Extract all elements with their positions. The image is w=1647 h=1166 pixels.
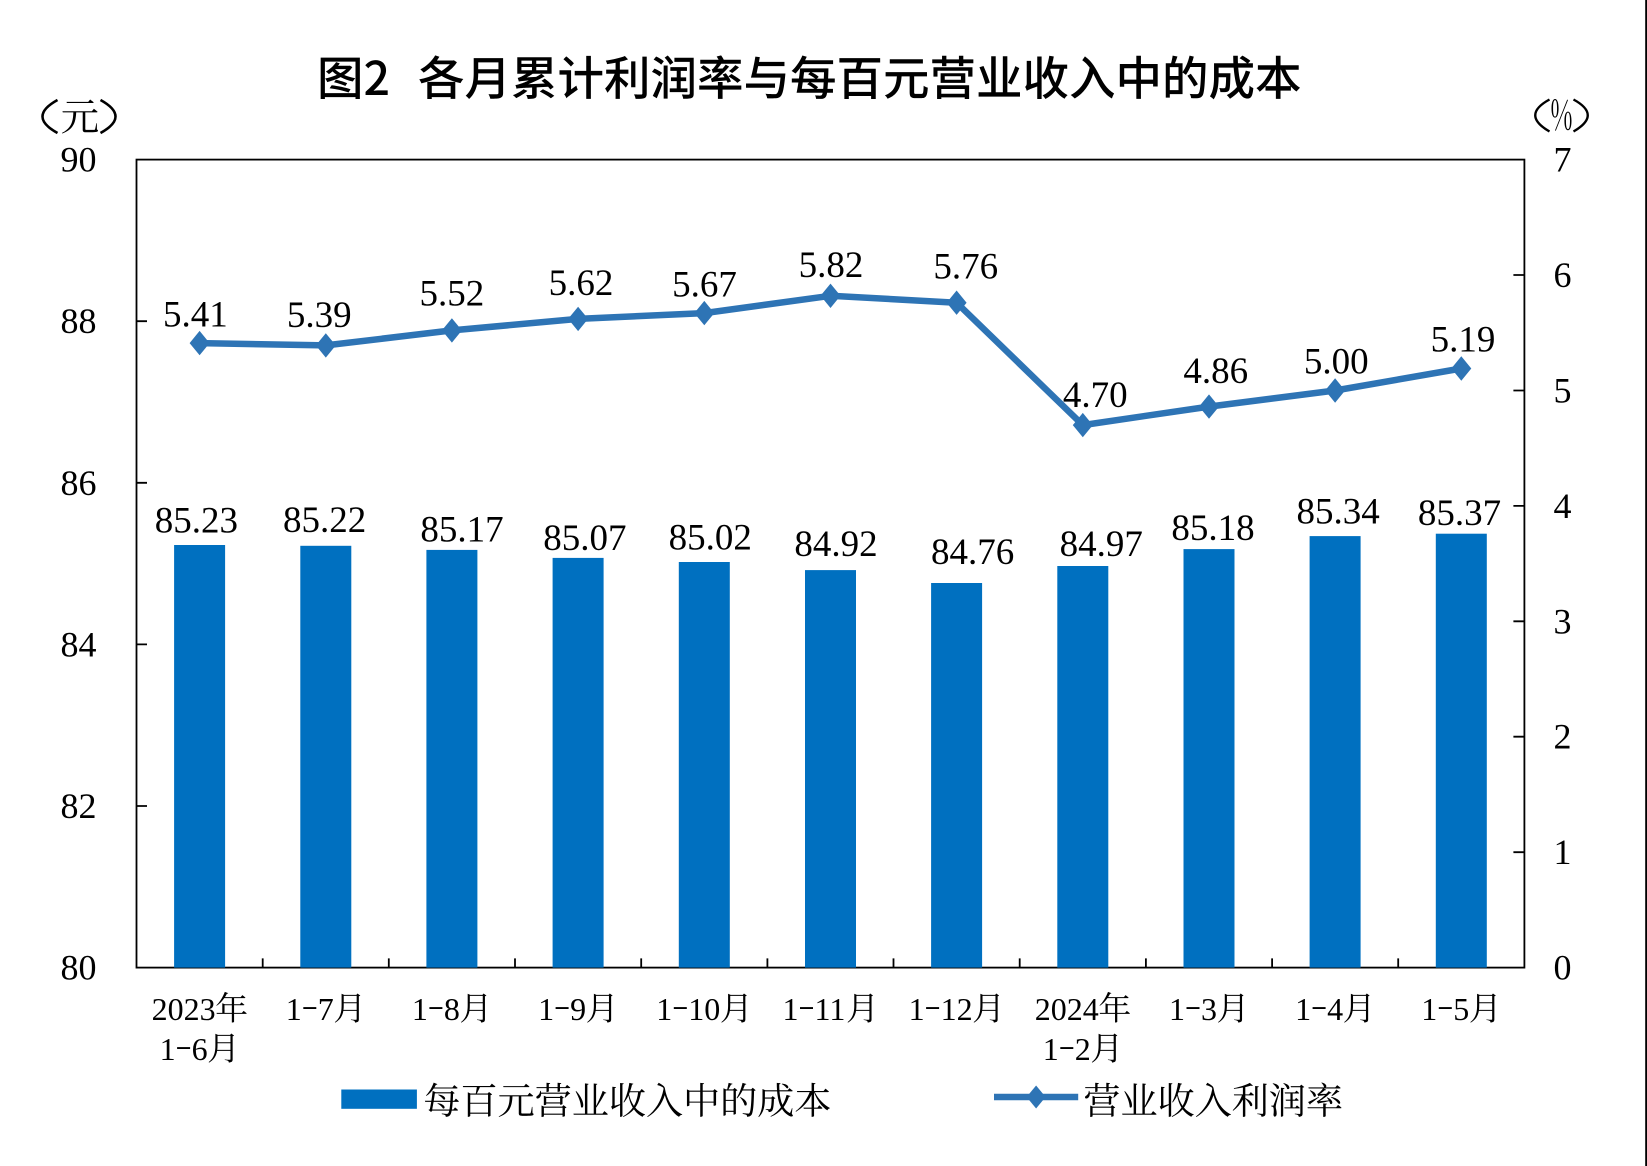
svg-text:5.62: 5.62 bbox=[549, 263, 614, 304]
svg-text:1: 1 bbox=[538, 991, 554, 1027]
svg-text:84.97: 84.97 bbox=[1060, 524, 1143, 565]
svg-text:6: 6 bbox=[1554, 255, 1572, 295]
svg-text:1: 1 bbox=[1554, 832, 1572, 872]
svg-text:7: 7 bbox=[318, 991, 334, 1027]
svg-text:85.22: 85.22 bbox=[283, 500, 366, 541]
svg-text:1: 1 bbox=[286, 991, 302, 1027]
svg-text:1: 1 bbox=[412, 991, 428, 1027]
svg-text:1: 1 bbox=[909, 991, 925, 1027]
svg-text:1: 1 bbox=[656, 991, 672, 1027]
svg-text:84.92: 84.92 bbox=[794, 524, 877, 565]
svg-text:82: 82 bbox=[61, 786, 97, 826]
svg-text:5.67: 5.67 bbox=[672, 265, 737, 306]
svg-text:90: 90 bbox=[61, 140, 97, 180]
svg-text:5.00: 5.00 bbox=[1304, 341, 1369, 382]
svg-text:85.17: 85.17 bbox=[420, 510, 503, 551]
svg-text:5: 5 bbox=[1453, 991, 1469, 1027]
svg-text:1: 1 bbox=[783, 991, 799, 1027]
svg-text:85.18: 85.18 bbox=[1171, 508, 1254, 549]
svg-text:2024: 2024 bbox=[1035, 991, 1099, 1027]
svg-text:5.82: 5.82 bbox=[799, 245, 864, 286]
svg-text:80: 80 bbox=[61, 948, 97, 988]
svg-text:1: 1 bbox=[160, 1031, 176, 1067]
svg-text:85.07: 85.07 bbox=[543, 518, 626, 559]
svg-text:84: 84 bbox=[61, 624, 97, 664]
svg-text:10: 10 bbox=[688, 991, 720, 1027]
svg-text:5.19: 5.19 bbox=[1431, 320, 1496, 361]
svg-text:0: 0 bbox=[1554, 948, 1572, 988]
svg-text:5.39: 5.39 bbox=[287, 295, 352, 336]
svg-text:4: 4 bbox=[1554, 486, 1572, 526]
svg-text:9: 9 bbox=[570, 991, 586, 1027]
svg-text:2: 2 bbox=[1554, 717, 1572, 757]
svg-text:2: 2 bbox=[1075, 1031, 1091, 1067]
svg-text:5.52: 5.52 bbox=[420, 274, 485, 315]
svg-text:8: 8 bbox=[444, 991, 460, 1027]
svg-text:5: 5 bbox=[1554, 371, 1572, 411]
svg-text:85.37: 85.37 bbox=[1418, 493, 1501, 534]
svg-text:84.76: 84.76 bbox=[931, 532, 1014, 573]
svg-text:1: 1 bbox=[1169, 991, 1185, 1027]
svg-text:88: 88 bbox=[61, 301, 97, 341]
svg-text:86: 86 bbox=[61, 463, 97, 503]
svg-text:3: 3 bbox=[1554, 601, 1572, 641]
svg-text:85.02: 85.02 bbox=[669, 517, 752, 558]
svg-text:1: 1 bbox=[1043, 1031, 1059, 1067]
svg-text:85.34: 85.34 bbox=[1296, 492, 1379, 533]
svg-text:3: 3 bbox=[1201, 991, 1217, 1027]
svg-text:4.86: 4.86 bbox=[1183, 351, 1248, 392]
svg-text:5.76: 5.76 bbox=[933, 247, 998, 288]
svg-text:12: 12 bbox=[941, 991, 973, 1027]
svg-text:1: 1 bbox=[1295, 991, 1311, 1027]
svg-text:4: 4 bbox=[1327, 991, 1343, 1027]
svg-text:2023: 2023 bbox=[152, 991, 216, 1027]
svg-text:7: 7 bbox=[1554, 140, 1572, 180]
svg-text:4.70: 4.70 bbox=[1063, 375, 1128, 416]
svg-text:11: 11 bbox=[815, 991, 846, 1027]
svg-text:5.41: 5.41 bbox=[163, 295, 228, 336]
svg-text:6: 6 bbox=[192, 1031, 208, 1067]
svg-text:85.23: 85.23 bbox=[155, 501, 238, 542]
svg-text:1: 1 bbox=[1421, 991, 1437, 1027]
